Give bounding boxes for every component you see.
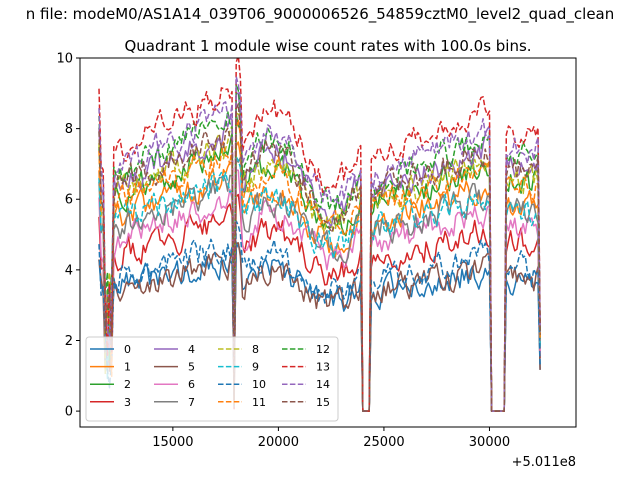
series-line-10 <box>98 220 541 412</box>
series-line-12 <box>98 83 541 412</box>
y-tick-label: 4 <box>65 263 73 278</box>
legend-label-2: 2 <box>124 378 131 391</box>
legend-label-11: 11 <box>252 396 266 409</box>
legend-label-14: 14 <box>316 378 330 391</box>
legend-label-15: 15 <box>316 396 330 409</box>
legend-label-9: 9 <box>252 361 259 374</box>
series-line-5 <box>98 242 541 412</box>
legend-label-13: 13 <box>316 361 330 374</box>
series-line-8 <box>98 111 541 412</box>
y-tick-label: 10 <box>56 52 73 67</box>
legend-label-1: 1 <box>124 361 131 374</box>
series-line-14 <box>98 75 541 412</box>
y-tick-label: 2 <box>65 334 73 349</box>
x-tick-label: 15000 <box>152 435 193 450</box>
chart-title: Quadrant 1 module wise count rates with … <box>124 37 531 55</box>
legend-label-8: 8 <box>252 343 259 356</box>
legend-label-12: 12 <box>316 343 330 356</box>
series-line-11 <box>98 118 541 412</box>
series-line-0 <box>98 242 541 412</box>
series-line-13 <box>98 58 541 412</box>
legend-box <box>85 336 339 422</box>
series-line-7 <box>98 156 541 412</box>
legend-label-6: 6 <box>188 378 195 391</box>
legend-label-0: 0 <box>124 343 131 356</box>
legend-label-4: 4 <box>188 343 195 356</box>
legend-label-5: 5 <box>188 361 195 374</box>
y-tick-label: 0 <box>65 405 73 420</box>
y-tick-label: 8 <box>65 122 73 137</box>
x-tick-label: 25000 <box>363 435 404 450</box>
series-layer <box>98 58 541 412</box>
series-line-9 <box>98 156 541 412</box>
series-line-3 <box>98 193 541 412</box>
figure-suptitle: n file: modeM0/AS1A14_039T06_9000006526_… <box>26 5 615 24</box>
legend-label-7: 7 <box>188 396 195 409</box>
legend-label-10: 10 <box>252 378 266 391</box>
axes-frame <box>79 57 577 428</box>
series-line-15 <box>98 103 541 412</box>
x-offset-label: +5.011e8 <box>512 455 576 470</box>
legend-label-3: 3 <box>124 396 131 409</box>
x-tick-label: 20000 <box>258 435 299 450</box>
x-tick-label: 30000 <box>469 435 510 450</box>
series-line-1 <box>98 141 541 412</box>
y-tick-label: 6 <box>65 193 73 208</box>
